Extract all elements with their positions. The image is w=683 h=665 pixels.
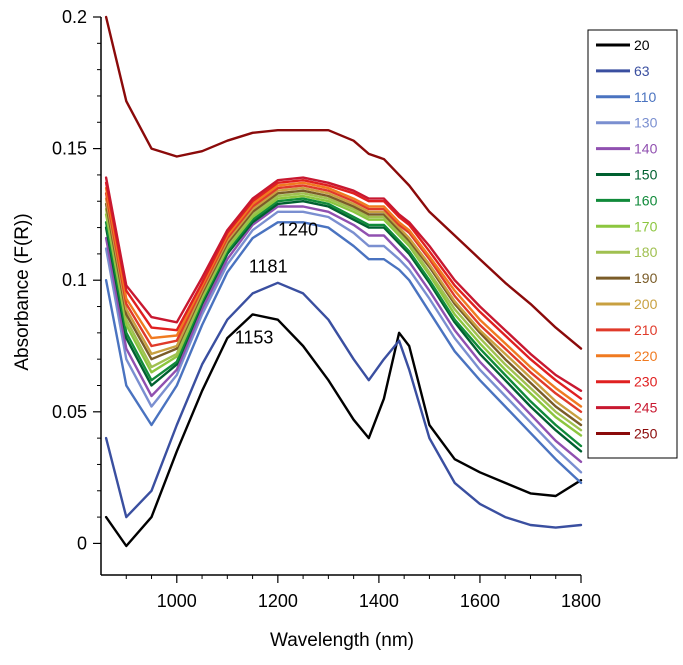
series-line-250 bbox=[104, 15, 583, 350]
legend-label-230: 230 bbox=[634, 374, 658, 390]
series-line-245 bbox=[104, 176, 583, 392]
series-line-220 bbox=[104, 181, 583, 408]
legend-label-210: 210 bbox=[634, 322, 658, 338]
x-tick-label: 1800 bbox=[561, 591, 601, 611]
legend-label-220: 220 bbox=[634, 348, 658, 364]
y-tick-label: 0.15 bbox=[52, 139, 87, 159]
legend-label-245: 245 bbox=[634, 400, 658, 416]
series-line-180 bbox=[104, 192, 583, 432]
series-line-63 bbox=[104, 281, 583, 529]
legend-label-170: 170 bbox=[634, 218, 658, 234]
y-axis-label: Absorbance (F(R)) bbox=[12, 213, 33, 370]
legend-label-190: 190 bbox=[634, 270, 658, 286]
peak-annotation-1153: 1153 bbox=[235, 327, 274, 347]
y-tick-label: 0.1 bbox=[62, 270, 87, 290]
series-line-130 bbox=[104, 210, 583, 474]
x-tick-label: 1200 bbox=[258, 591, 298, 611]
peak-annotation-1181: 1181 bbox=[249, 256, 288, 276]
legend-label-250: 250 bbox=[634, 426, 658, 442]
x-axis-label: Wavelength (nm) bbox=[270, 630, 414, 651]
y-tick-label: 0 bbox=[77, 533, 87, 553]
series-line-140 bbox=[104, 205, 583, 463]
axes-layer: 1000 1200 1400 1600 1800 0 0.05 0.1 0.15 0.2 bbox=[52, 7, 601, 611]
legend-label-150: 150 bbox=[634, 167, 658, 183]
series-line-200 bbox=[104, 186, 583, 421]
legend-label-180: 180 bbox=[634, 244, 658, 260]
x-tick-label: 1400 bbox=[359, 591, 399, 611]
x-tick-label: 1000 bbox=[157, 591, 197, 611]
legend-label-110: 110 bbox=[634, 89, 657, 105]
series-line-210 bbox=[104, 184, 583, 413]
legend-label-140: 140 bbox=[634, 141, 658, 157]
annotation-layer: 1153 1181 1240 bbox=[235, 219, 318, 347]
legend: 20 63 110 130 140 150 160 170 180 190 200 210 220 230… bbox=[587, 29, 678, 459]
series-line-20 bbox=[104, 313, 583, 548]
legend-label-130: 130 bbox=[634, 115, 658, 131]
legend-label-63: 63 bbox=[634, 63, 650, 79]
series-line-160 bbox=[104, 197, 583, 448]
series-line-110 bbox=[104, 221, 583, 485]
legend-label-200: 200 bbox=[634, 296, 658, 312]
y-tick-label: 0.05 bbox=[52, 402, 87, 422]
series-layer bbox=[104, 15, 583, 548]
peak-annotation-1240: 1240 bbox=[278, 219, 318, 239]
x-tick-label: 1600 bbox=[460, 591, 500, 611]
y-tick-label: 0.2 bbox=[62, 7, 87, 27]
legend-label-20: 20 bbox=[634, 37, 650, 53]
series-line-230 bbox=[104, 178, 583, 400]
legend-box bbox=[587, 29, 678, 459]
legend-label-160: 160 bbox=[634, 192, 658, 208]
